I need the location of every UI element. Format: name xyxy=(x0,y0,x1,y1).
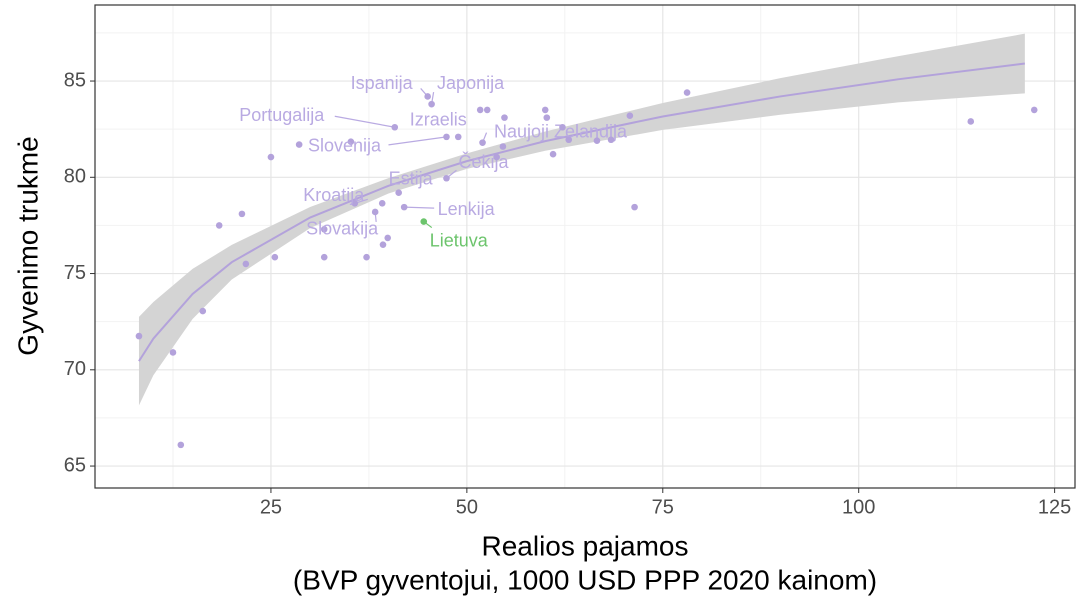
point xyxy=(559,123,566,131)
x-axis-subtitle: (BVP gyventojui, 1000 USD PPP 2020 kaino… xyxy=(293,564,877,595)
y-tick-label: 80 xyxy=(64,166,86,188)
point-label: Slovenija xyxy=(308,136,382,156)
x-tick-label: 25 xyxy=(260,496,282,518)
leader-line xyxy=(404,206,435,209)
point xyxy=(199,307,207,315)
confidence-band xyxy=(138,33,1025,406)
point-label: Naujoji Zelandija xyxy=(494,121,628,141)
point xyxy=(378,199,386,207)
point xyxy=(454,133,462,141)
fit-line xyxy=(138,62,1025,362)
point xyxy=(607,136,615,144)
point xyxy=(371,208,379,216)
point xyxy=(499,143,507,150)
point xyxy=(391,123,399,131)
point xyxy=(626,112,634,119)
x-tick-label: 125 xyxy=(1038,496,1071,518)
point-label: Izraelis xyxy=(410,110,467,130)
point-label: Slovakija xyxy=(306,219,379,239)
point xyxy=(215,222,223,229)
point-label: Lenkija xyxy=(438,199,496,219)
point-label: Kroatija xyxy=(303,185,365,205)
y-axis-title: Gyvenimo trukmė xyxy=(12,136,43,355)
point-label: Čekija xyxy=(458,151,509,172)
point xyxy=(483,106,491,114)
leader-line xyxy=(388,136,447,146)
point xyxy=(295,141,303,148)
point xyxy=(541,106,549,114)
point xyxy=(320,225,328,233)
point xyxy=(428,100,435,108)
point xyxy=(351,199,359,207)
point xyxy=(631,203,638,211)
point xyxy=(420,218,428,225)
point xyxy=(565,136,573,144)
y-tick-label: 75 xyxy=(64,262,86,284)
point xyxy=(400,203,408,211)
x-tick-label: 50 xyxy=(456,496,478,518)
point-label: Ispanija xyxy=(351,73,414,93)
point-label: Lietuva xyxy=(430,230,489,250)
point xyxy=(543,114,551,121)
point xyxy=(501,114,508,121)
point xyxy=(320,253,328,261)
point xyxy=(967,118,975,125)
point xyxy=(238,210,246,218)
point-label: Portugalija xyxy=(239,105,325,125)
panel-border xyxy=(94,4,1076,489)
point xyxy=(267,153,275,161)
x-tick-label: 75 xyxy=(652,496,674,518)
point-label: Estija xyxy=(389,168,434,188)
point xyxy=(395,189,402,196)
x-tick-label: 100 xyxy=(842,496,875,518)
point xyxy=(683,89,691,96)
y-tick-label: 65 xyxy=(64,454,86,476)
point xyxy=(476,106,484,114)
point xyxy=(493,153,500,161)
point xyxy=(363,253,370,261)
point xyxy=(443,174,450,182)
point xyxy=(1030,106,1038,114)
point xyxy=(424,93,431,100)
point xyxy=(347,138,355,145)
point xyxy=(169,349,177,356)
point-label: Japonija xyxy=(437,73,505,93)
y-tick-label: 70 xyxy=(64,358,86,380)
point xyxy=(384,234,392,242)
leader-line xyxy=(334,115,395,128)
point xyxy=(242,260,250,268)
point xyxy=(593,137,601,145)
point xyxy=(379,241,387,248)
point xyxy=(443,133,450,141)
point xyxy=(177,441,185,449)
point xyxy=(135,332,143,340)
point xyxy=(479,139,486,146)
point xyxy=(549,150,557,158)
y-tick-label: 85 xyxy=(64,69,86,91)
point xyxy=(271,253,279,261)
x-axis-title: Realios pajamos xyxy=(482,530,689,561)
